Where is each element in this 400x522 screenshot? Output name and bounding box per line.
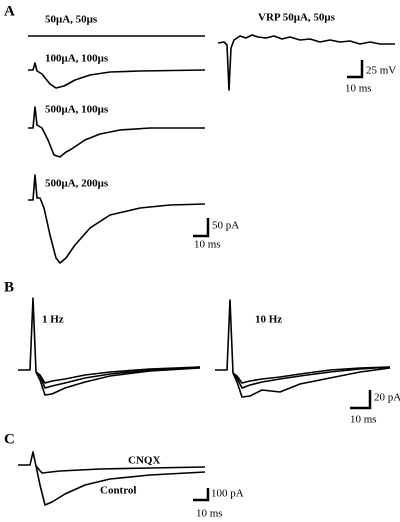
scale-bar (347, 60, 364, 79)
panel-label: B (4, 279, 14, 295)
trace-label: CNQX (128, 455, 160, 467)
trace (35, 465, 206, 506)
trace-label: VRP 50μA, 50μs (258, 12, 336, 24)
trace (28, 62, 206, 89)
trace-label: 1 Hz (42, 314, 64, 326)
trace-label: 500μA, 100μs (45, 104, 109, 116)
trace-label: 50μA, 50μs (45, 14, 98, 26)
scale-bar (193, 488, 210, 502)
scale-time: 10 ms (194, 239, 221, 251)
trace (18, 451, 206, 474)
trace (215, 299, 391, 398)
panel-label: C (4, 431, 15, 447)
trace-label: 500μA, 200μs (45, 178, 109, 190)
trace (35, 366, 201, 389)
trace-label: Control (100, 485, 136, 497)
scale-amplitude: 25 mV (366, 65, 396, 77)
scale-bar (350, 390, 372, 410)
panel-label: A (4, 3, 15, 19)
scale-bar (193, 218, 210, 238)
scale-time: 10 ms (350, 414, 377, 426)
scale-amplitude: 50 pA (212, 220, 239, 232)
trace (28, 106, 205, 158)
trace (28, 174, 206, 264)
trace-label: 100μA, 100μs (45, 53, 109, 65)
trace (217, 34, 395, 91)
trace-label: 10 Hz (255, 314, 282, 326)
trace (35, 366, 201, 384)
trace (232, 366, 391, 389)
scale-amplitude: 100 pA (211, 488, 244, 500)
scale-time: 10 ms (345, 83, 372, 95)
scale-amplitude: 20 pA (374, 392, 400, 404)
trace (232, 366, 391, 384)
scale-time: 10 ms (196, 508, 223, 520)
trace (18, 297, 201, 396)
